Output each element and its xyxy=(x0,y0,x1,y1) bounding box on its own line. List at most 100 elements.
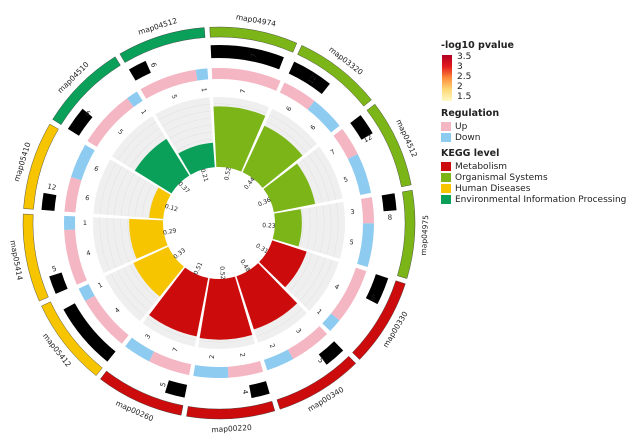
down-regulation-bar xyxy=(78,284,95,302)
up-regulation-bar xyxy=(87,98,134,147)
rich-factor-bar xyxy=(242,125,303,188)
pvalue-bar xyxy=(49,272,68,294)
pvalue-tick: 2.5 xyxy=(457,72,472,82)
down-count-label: 1 xyxy=(97,281,104,290)
legend: -log10 pvalue 3.5 3 2.5 2 1.5 Regulation… xyxy=(441,40,633,210)
kegg-organismal-swatch xyxy=(441,173,451,182)
kegg-level-arc xyxy=(352,280,406,360)
rich-factor-bar xyxy=(129,218,168,259)
pathway-label: map04975 xyxy=(419,215,430,256)
count-label: 12 xyxy=(307,74,319,86)
regulation-down-entry: Down xyxy=(441,132,633,143)
pvalue-gradient-bar xyxy=(442,55,452,101)
count-label: 8 xyxy=(388,214,393,222)
rich-factor-bar xyxy=(199,276,253,340)
regulation-down-label: Down xyxy=(455,132,481,143)
up-count-label: 7 xyxy=(329,148,337,157)
rich-factor-bar xyxy=(149,187,171,219)
rich-factor-gridline xyxy=(199,337,253,343)
pathway-label: map05414 xyxy=(8,240,24,282)
rich-factor-gridline xyxy=(326,204,332,255)
pvalue-bar xyxy=(210,45,284,70)
up-count-label: 7 xyxy=(239,88,248,94)
count-label: 12 xyxy=(47,182,57,192)
rich-factor-label: 0.36 xyxy=(257,196,272,208)
pvalue-bar xyxy=(164,380,188,398)
pvalue-bar xyxy=(365,274,389,305)
up-regulation-bar xyxy=(140,69,198,99)
rich-factor-bar xyxy=(134,138,190,194)
down-regulation-bar xyxy=(63,215,76,231)
down-count-label: 1 xyxy=(139,108,148,116)
down-regulation-bar xyxy=(357,223,374,267)
count-label: 7 xyxy=(249,53,258,59)
pvalue-bar xyxy=(318,341,344,365)
up-regulation-bar xyxy=(211,68,281,91)
up-regulation-bar xyxy=(64,229,87,285)
kegg-level-arc xyxy=(209,26,298,53)
down-count-label: 5 xyxy=(343,175,350,184)
down-count-label: 6 xyxy=(93,164,100,173)
kegg-level-arc xyxy=(119,27,206,63)
rich-factor-gridline xyxy=(99,217,110,271)
up-count-label: 3 xyxy=(294,327,303,335)
up-count-label: 4 xyxy=(113,306,121,315)
up-count-label: 7 xyxy=(171,346,180,353)
up-count-label: 4 xyxy=(86,249,92,258)
down-regulation-bar xyxy=(195,68,209,81)
up-count-label: 4 xyxy=(333,282,340,291)
pvalue-bar xyxy=(381,193,397,212)
regulation-up-label: Up xyxy=(455,121,468,132)
kegg-level-arc xyxy=(23,123,59,210)
up-count-label: 5 xyxy=(170,93,179,100)
rich-factor-bar xyxy=(263,163,316,213)
down-count-label: 2 xyxy=(208,355,216,360)
kegg-metabolism-label: Metabolism xyxy=(455,161,508,172)
rich-factor-bar xyxy=(149,267,209,337)
rich-factor-bar xyxy=(178,142,215,175)
rich-factor-gridline xyxy=(299,208,304,247)
regulation-legend-title: Regulation xyxy=(441,108,500,119)
count-label: 4 xyxy=(241,389,250,395)
regulation-down-swatch xyxy=(441,133,451,142)
count-label: 6 xyxy=(149,61,158,69)
down-count-label: 3 xyxy=(143,333,152,341)
down-regulation-bar xyxy=(307,100,340,133)
kegg-level-arc xyxy=(397,190,416,279)
pathway-label: map04974 xyxy=(235,12,277,28)
count-label: 5 xyxy=(51,265,57,274)
up-regulation-bar xyxy=(330,267,367,321)
kegg-legend-title: KEGG level xyxy=(441,148,500,159)
rich-factor-label: 0.23 xyxy=(262,222,276,230)
down-regulation-bar xyxy=(263,349,294,371)
kegg-metabolism-swatch xyxy=(441,162,451,171)
up-count-label: 3 xyxy=(350,208,355,216)
kegg-level-arc xyxy=(366,103,412,188)
rich-factor-label: 0.21 xyxy=(199,168,210,183)
down-regulation-bar xyxy=(70,144,95,181)
count-label: 5 xyxy=(159,381,168,388)
down-count-label: 6 xyxy=(309,123,318,132)
kegg-disease-swatch xyxy=(441,184,451,193)
kegg-level-arc xyxy=(22,213,49,302)
kegg-disease-label: Human Diseases xyxy=(455,183,531,194)
kegg-level-arc xyxy=(41,301,103,376)
kegg-level-arc xyxy=(100,370,184,416)
up-regulation-bar xyxy=(360,197,374,224)
rich-factor-gridline xyxy=(127,218,136,260)
kegg-metabolism-entry: Metabolism xyxy=(441,161,633,172)
pvalue-tick: 2 xyxy=(457,82,463,92)
pvalue-bar xyxy=(288,61,330,94)
kegg-envinfo-label: Environmental Information Processing xyxy=(455,194,627,205)
count-label: 5 xyxy=(316,356,325,364)
pvalue-legend-title: -log10 pvalue xyxy=(441,40,514,51)
rich-factor-label: 0.33 xyxy=(172,247,187,261)
rich-factor-gridline xyxy=(113,218,123,265)
up-regulation-bar xyxy=(227,361,264,378)
down-count-label: 1 xyxy=(83,219,87,227)
up-regulation-bar xyxy=(279,82,315,110)
kegg-organismal-entry: Organismal Systems xyxy=(441,172,633,183)
up-regulation-bar xyxy=(287,326,328,360)
rich-factor-label: 0.37 xyxy=(176,180,191,195)
